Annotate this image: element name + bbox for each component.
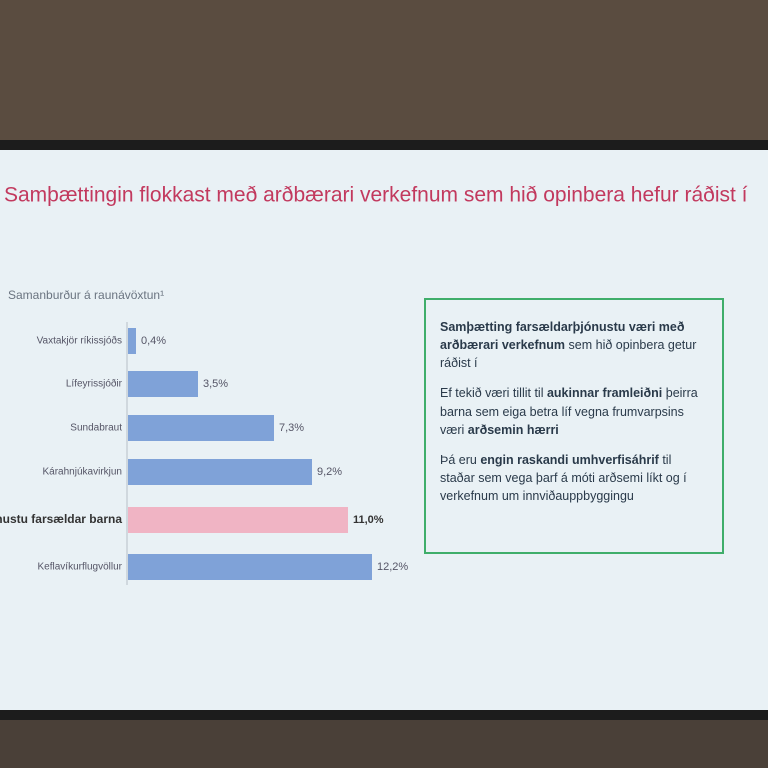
value-label: 3,5%	[203, 378, 228, 390]
slide-title: Samþættingin flokkast með arðbærari verk…	[4, 184, 748, 207]
bar	[128, 328, 136, 354]
category-label: Kárahnjúkavirkjun	[43, 467, 123, 478]
category-label: Vaxtakjör ríkissjóðs	[37, 335, 122, 347]
value-label: 11,0%	[353, 514, 384, 526]
paragraph: Samþætting farsældarþjónustu væri með ar…	[440, 318, 708, 372]
text: Ef tekið væri tillit til	[440, 386, 547, 401]
bar	[128, 507, 348, 533]
category-label: þjónustu farsældar barna	[0, 512, 122, 526]
category-label: Keflavíkurflugvöllur	[38, 562, 123, 573]
value-label: 0,4%	[141, 335, 166, 347]
wall	[0, 0, 768, 150]
bold-text: aukinnar framleiðni	[546, 386, 663, 401]
bar	[128, 371, 198, 397]
text: Þá eru	[440, 452, 481, 467]
bar	[128, 554, 372, 580]
value-label: 7,3%	[279, 422, 304, 434]
text-box: Samþætting farsældarþjónustu væri með ar…	[424, 298, 724, 554]
paragraph: Ef tekið væri tillit til aukinnar framle…	[440, 384, 708, 438]
chart-subtitle: Samanburður á raunávöxtun¹	[8, 288, 164, 302]
category-label: Sundabraut	[70, 423, 122, 434]
bold-text: arðsemin hærri	[467, 422, 559, 437]
bold-text: engin raskandi umhverfisáhrif	[480, 452, 659, 467]
bar	[128, 415, 274, 441]
bold-text: Samþætting farsældarþjónustu væri með ar…	[440, 320, 685, 353]
text: þeirra barna sem eiga betra líf vegna fr…	[440, 386, 698, 437]
text: sem hið opinbera getur ráðist í	[440, 338, 697, 371]
text: til staðar sem vega þarf á móti arðsemi …	[440, 452, 687, 503]
bar	[128, 459, 312, 485]
value-label: 9,2%	[317, 466, 342, 478]
paragraph: Þá eru engin raskandi umhverfisáhrif til…	[440, 451, 708, 505]
value-label: 12,2%	[377, 561, 408, 573]
category-label: Lífeyrissjóðir	[66, 378, 123, 390]
